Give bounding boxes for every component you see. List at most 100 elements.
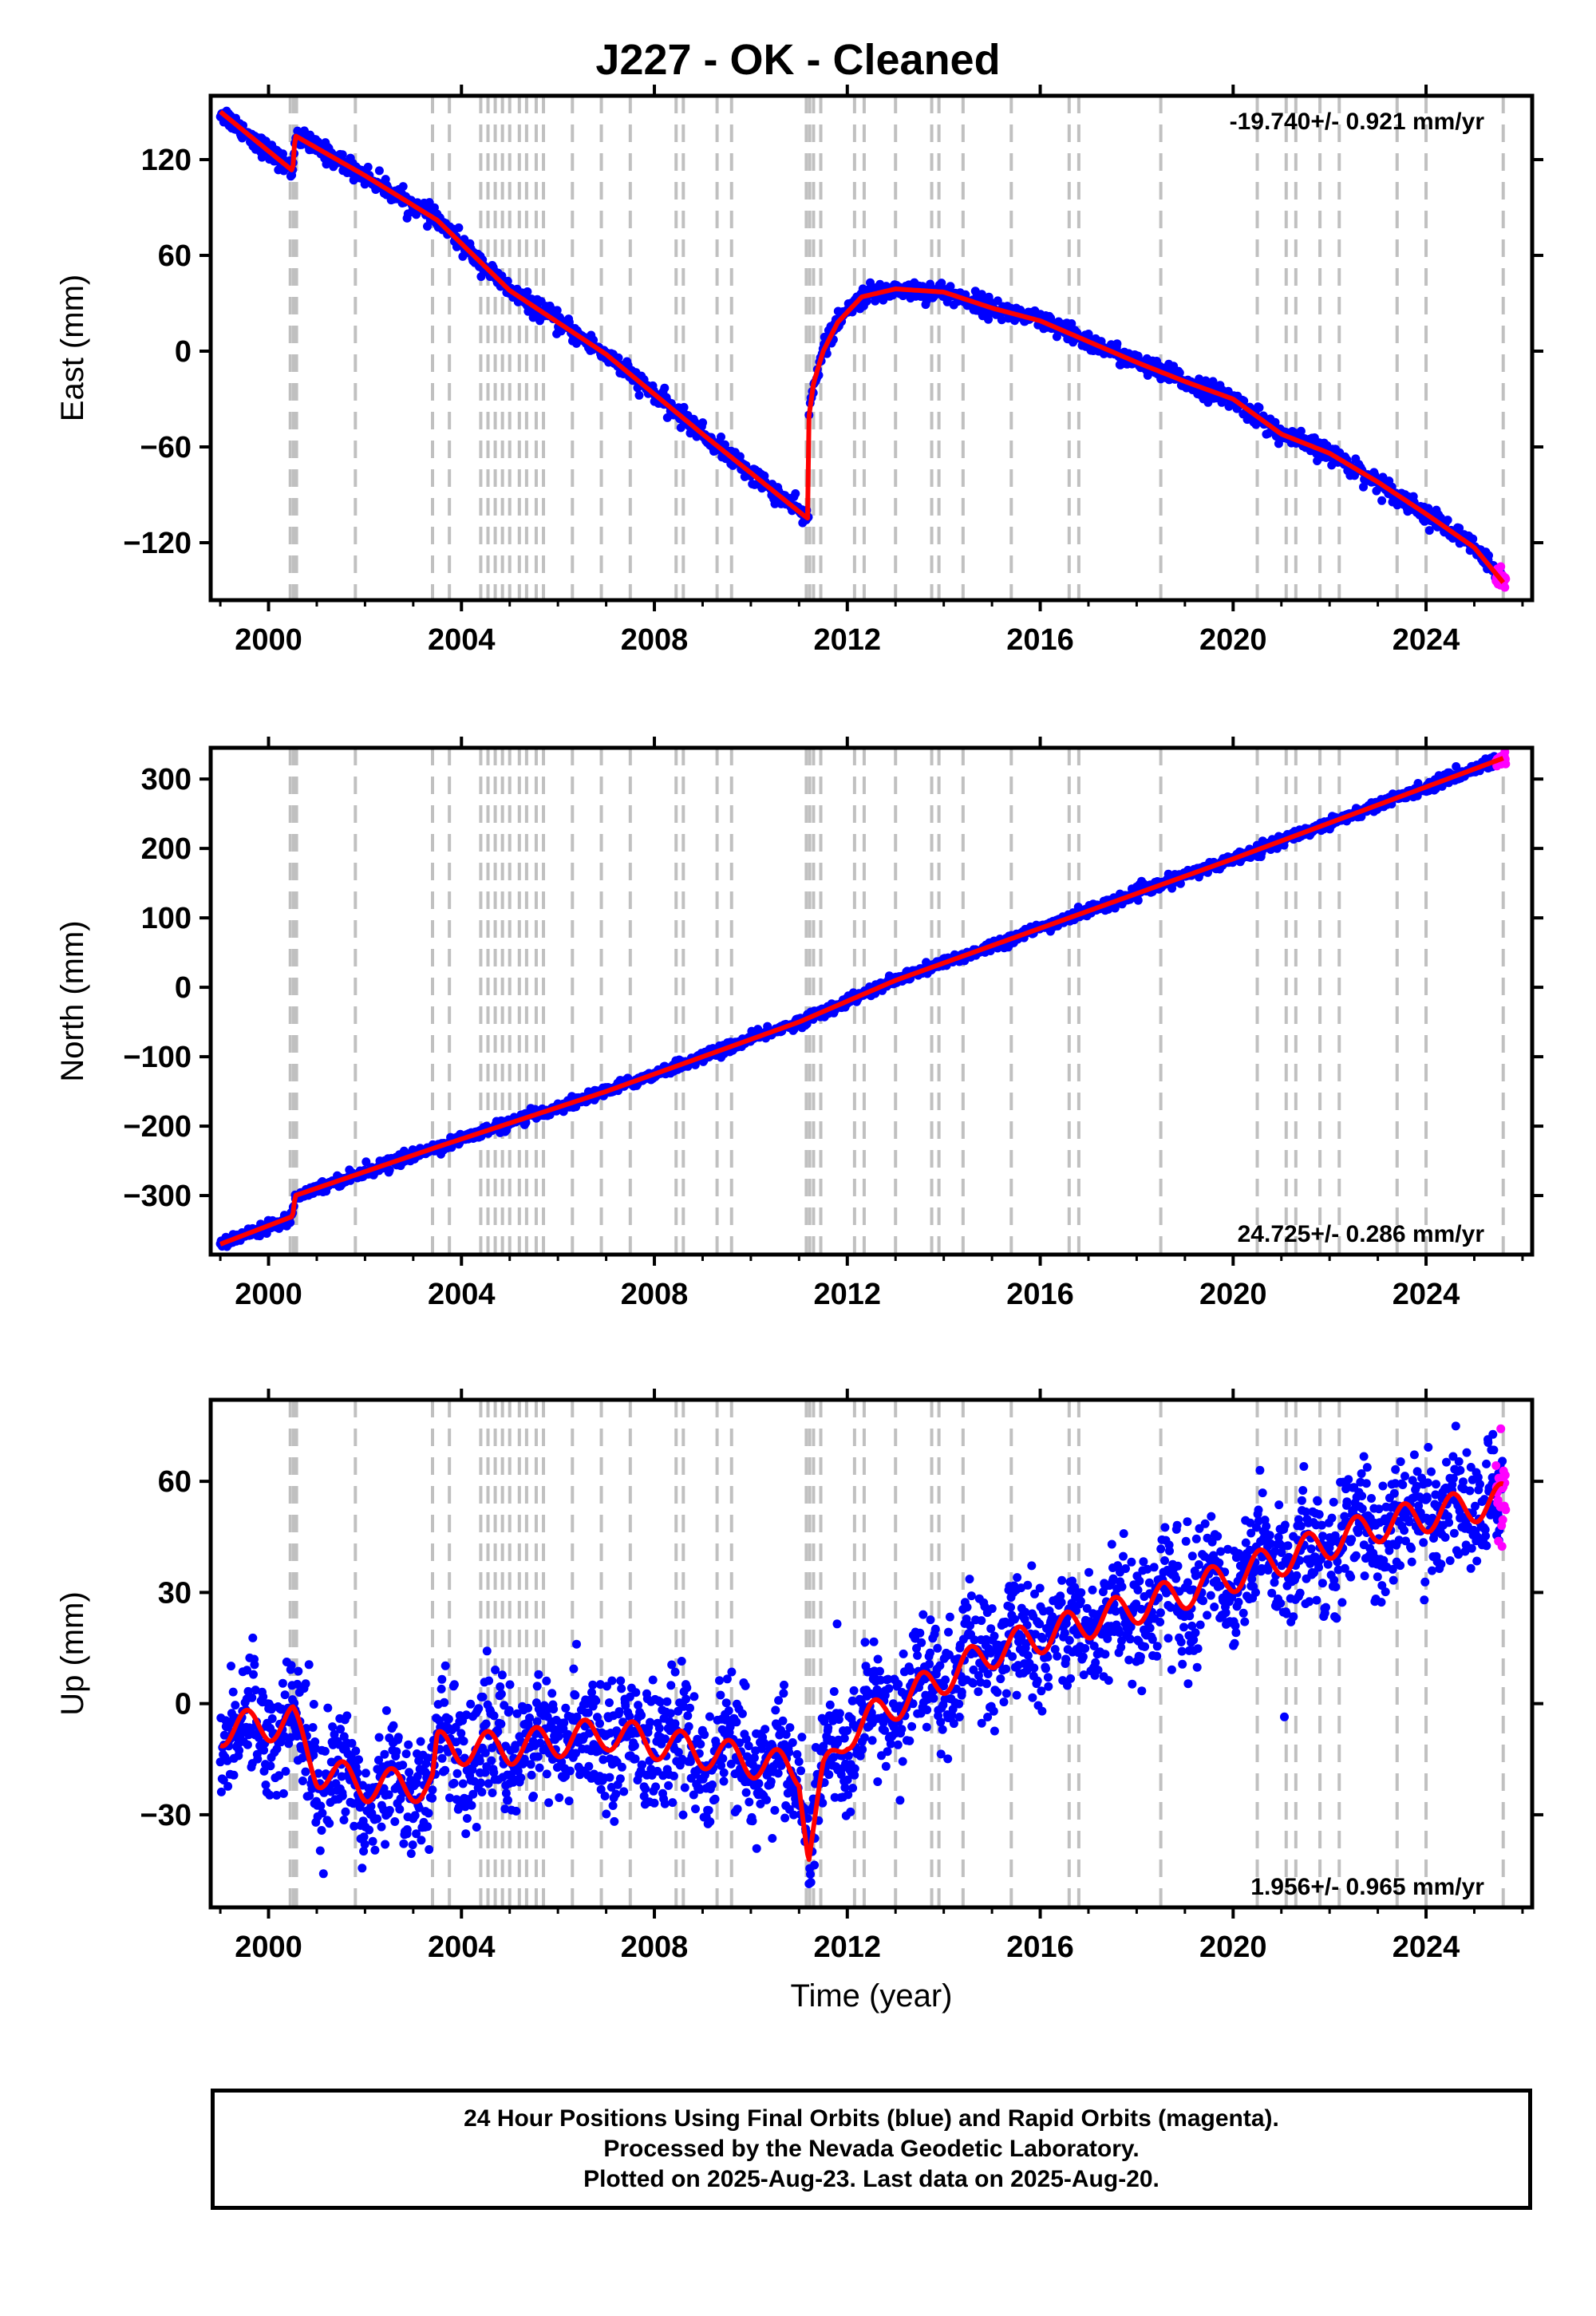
- up-data-point: [385, 1805, 394, 1815]
- up-data-point: [223, 1756, 232, 1765]
- up-data-point: [745, 1797, 754, 1807]
- up-data-point: [308, 1723, 318, 1732]
- up-data-point: [858, 1745, 867, 1754]
- north-data-point: [1167, 883, 1177, 893]
- east-data-point: [1443, 516, 1452, 525]
- up-data-point: [925, 1659, 934, 1669]
- up-data-point: [850, 1764, 859, 1773]
- up-data-point: [535, 1763, 544, 1773]
- east-data-point: [257, 152, 267, 162]
- east-ytick-label: 120: [141, 144, 192, 177]
- east-data-point: [363, 162, 373, 172]
- north-data-point: [763, 1022, 772, 1031]
- up-data-point: [906, 1666, 915, 1675]
- up-data-point: [867, 1736, 877, 1745]
- north-ytick-label: 100: [141, 902, 192, 935]
- east-data-point: [977, 290, 986, 299]
- up-data-point: [526, 1760, 535, 1769]
- up-data-point: [677, 1657, 686, 1666]
- up-data-point: [684, 1721, 693, 1731]
- up-data-point: [691, 1804, 700, 1814]
- up-data-point: [974, 1687, 983, 1697]
- up-data-point: [410, 1811, 420, 1820]
- up-data-point: [336, 1725, 346, 1734]
- up-data-point: [926, 1648, 934, 1658]
- up-data-point: [317, 1826, 326, 1835]
- up-data-point: [309, 1700, 318, 1709]
- up-data-point: [437, 1684, 446, 1694]
- up-data-point: [529, 1792, 538, 1800]
- east-data-point: [1455, 524, 1464, 533]
- east-data-point: [1296, 426, 1306, 436]
- up-data-point: [796, 1766, 806, 1776]
- up-data-point: [279, 1788, 288, 1798]
- up-data-point: [650, 1798, 659, 1808]
- up-data-point: [534, 1670, 543, 1679]
- up-data-point: [496, 1719, 506, 1729]
- up-data-point: [704, 1805, 713, 1815]
- east-data-point: [946, 282, 955, 291]
- up-data-point: [401, 1749, 411, 1759]
- up-data-point: [825, 1700, 835, 1709]
- up-data-point: [832, 1619, 842, 1629]
- up-data-point: [365, 1825, 374, 1835]
- up-data-point: [250, 1660, 259, 1670]
- north-xtick-label: 2020: [1199, 1278, 1267, 1311]
- up-data-point: [631, 1688, 641, 1697]
- up-data-point: [484, 1676, 494, 1686]
- east-data-point: [374, 166, 384, 176]
- up-data-point: [778, 1716, 788, 1725]
- north-ytick-label: 0: [175, 971, 192, 1005]
- up-data-point: [860, 1638, 870, 1647]
- up-data-point: [806, 1870, 815, 1879]
- up-data-point: [523, 1703, 533, 1713]
- up-data-point: [648, 1675, 658, 1685]
- up-data-point: [607, 1676, 617, 1686]
- up-data-point: [544, 1798, 554, 1808]
- up-data-point: [996, 1674, 1005, 1684]
- up-data-point: [962, 1603, 972, 1612]
- up-data-point: [404, 1740, 413, 1749]
- up-data-point: [504, 1705, 514, 1715]
- up-data-point: [444, 1714, 453, 1724]
- up-data-point: [727, 1667, 737, 1677]
- east-data-point: [338, 150, 347, 160]
- up-data-point: [491, 1666, 500, 1674]
- up-data-point: [617, 1762, 626, 1772]
- north-ytick-label: 200: [141, 832, 192, 866]
- up-data-point: [527, 1770, 536, 1780]
- up-data-point: [425, 1845, 434, 1854]
- east-data-point: [660, 383, 670, 393]
- up-data-point: [708, 1780, 717, 1789]
- east-data-point: [698, 418, 708, 428]
- up-data-point: [774, 1696, 784, 1705]
- up-data-point: [754, 1779, 764, 1788]
- up-data-point: [487, 1756, 496, 1765]
- up-data-point: [835, 1709, 844, 1718]
- east-data-point: [993, 296, 1002, 306]
- up-data-point: [423, 1822, 433, 1832]
- up-data-point: [770, 1805, 780, 1815]
- up-data-point: [318, 1869, 328, 1879]
- up-data-point: [325, 1819, 334, 1828]
- up-data-point: [437, 1674, 447, 1684]
- up-data-point: [895, 1796, 905, 1805]
- up-data-point: [881, 1761, 891, 1771]
- up-data-point: [954, 1713, 964, 1721]
- up-data-point: [591, 1696, 601, 1705]
- north-rapid-point: [1501, 759, 1511, 769]
- east-data-point: [634, 390, 644, 400]
- up-data-point: [227, 1662, 235, 1671]
- up-data-point: [525, 1713, 535, 1722]
- up-data-point: [243, 1686, 253, 1696]
- up-data-point: [678, 1810, 688, 1820]
- up-data-point: [873, 1654, 883, 1664]
- up-data-point: [766, 1777, 776, 1786]
- up-data-point: [646, 1717, 655, 1727]
- up-data-point: [846, 1807, 855, 1816]
- up-data-point: [398, 1761, 408, 1770]
- north-data-point: [361, 1157, 371, 1167]
